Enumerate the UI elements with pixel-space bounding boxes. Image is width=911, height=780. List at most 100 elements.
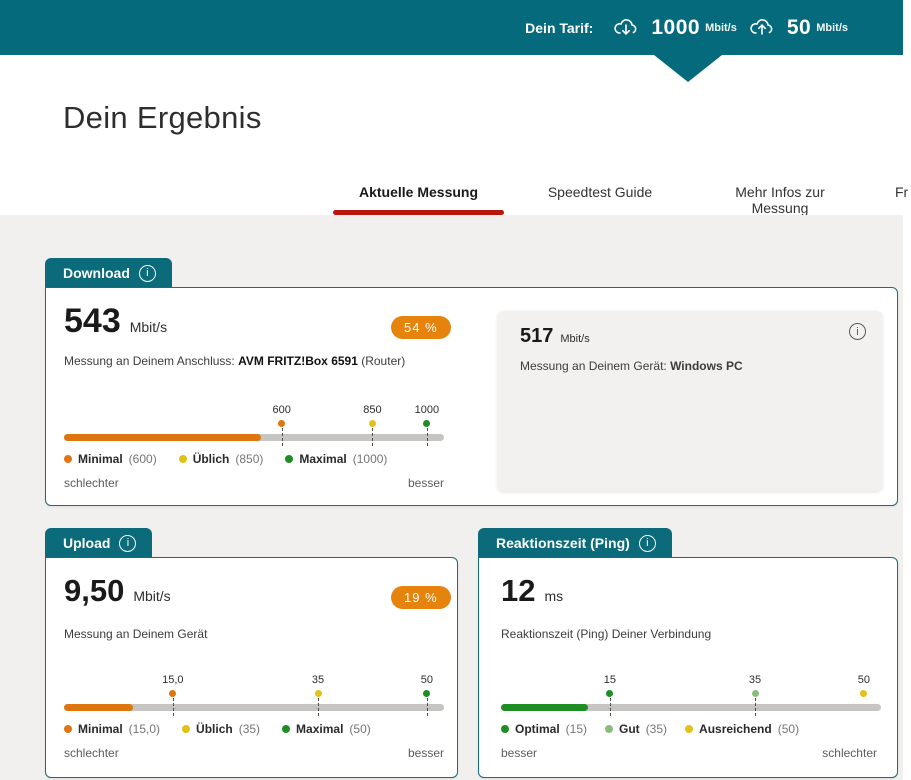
legend-name: Maximal: [296, 722, 344, 736]
better-label: besser: [407, 476, 444, 490]
legend-name: Minimal: [78, 722, 123, 736]
tab-aktuelle-messung[interactable]: Aktuelle Messung: [333, 178, 504, 215]
info-icon[interactable]: i: [638, 534, 656, 552]
info-icon[interactable]: i: [119, 534, 137, 552]
scale-marker-dot: [606, 690, 614, 697]
tab-label: Speedtest Guide: [547, 184, 653, 200]
tab-fragen-truncated[interactable]: Fr: [895, 178, 911, 215]
legend-item: Optimal (15): [501, 722, 587, 736]
upload-measurement: 9,50 Mbit/s: [64, 572, 171, 610]
download-description: Messung an Deinem Anschluss: AVM FRITZ!B…: [64, 354, 406, 368]
worse-label: schlechter: [822, 746, 877, 760]
legend-item: Gut (35): [605, 722, 667, 736]
upload-percent-badge: 19 %: [391, 586, 451, 609]
scale-marker: 1000: [405, 404, 449, 446]
results-section: Download i 543 Mbit/s 54 % Messung an De…: [0, 215, 903, 780]
scale-marker: 50: [842, 674, 886, 697]
tab-mehr-infos[interactable]: Mehr Infos zur Messung: [705, 178, 855, 216]
scale-marker-dot: [278, 420, 286, 427]
download-legend: Minimal (600) Üblich (850) Maximal (1000): [64, 452, 387, 466]
legend-dot: [282, 725, 291, 733]
active-tab-underline: [333, 210, 504, 215]
legend-value: (15,0): [128, 722, 161, 736]
scale-marker-dot: [314, 690, 322, 697]
legend-dot: [605, 725, 614, 733]
upload-card-header[interactable]: Upload i: [45, 528, 153, 558]
scale-marker-label: 35: [311, 674, 325, 686]
legend-item: Üblich (850): [178, 452, 264, 466]
tariff-download-value: 1000: [651, 15, 701, 39]
scale-marker-label: 1000: [414, 404, 440, 416]
scale-fill: [64, 434, 262, 441]
scale-marker-tick: [372, 428, 374, 446]
legend-name: Üblich: [196, 722, 233, 736]
legend-value: (50): [349, 722, 371, 736]
legend-value: (35): [238, 722, 261, 736]
scale-marker-label: 50: [857, 674, 871, 686]
scale-marker-label: 35: [748, 674, 762, 686]
tab-bar: Aktuelle Messung Speedtest Guide Mehr In…: [0, 178, 911, 216]
legend-dot: [64, 725, 72, 733]
tariff-label: Dein Tarif:: [525, 19, 594, 36]
scale-marker-tick: [172, 698, 174, 716]
ping-card: 12 ms Reaktionszeit (Ping) Deiner Verbin…: [478, 557, 898, 778]
ping-card-title: Reaktionszeit (Ping): [496, 535, 630, 551]
legend-name: Üblich: [192, 452, 230, 466]
legend-value: (850): [235, 452, 264, 466]
device-value: 517: [520, 325, 554, 347]
scale-marker-dot: [169, 690, 177, 697]
device-measurement: 517 Mbit/s: [520, 325, 590, 348]
download-card-header[interactable]: Download i: [45, 258, 172, 288]
legend-item: Minimal (15,0): [64, 722, 160, 736]
upload-unit: Mbit/s: [133, 588, 171, 604]
info-icon[interactable]: i: [849, 323, 866, 340]
tab-speedtest-guide[interactable]: Speedtest Guide: [539, 178, 661, 215]
scale-marker-tick: [609, 698, 611, 716]
cloud-upload-icon: [750, 18, 773, 35]
tariff-upload-unit: Mbit/s: [816, 21, 848, 34]
download-unit: Mbit/s: [129, 319, 168, 335]
scale-marker-tick: [281, 428, 283, 446]
scale-track: [64, 704, 444, 711]
tariff-info: Dein Tarif: 1000 Mbit/s 50 Mbit/s: [525, 0, 848, 55]
tab-label: Aktuelle Messung: [358, 184, 479, 200]
legend-dot: [285, 455, 294, 463]
scale-marker-label: 15,0: [162, 674, 184, 686]
scale-marker-dot: [423, 690, 431, 697]
ping-description: Reaktionszeit (Ping) Deiner Verbindung: [501, 627, 712, 641]
tab-label: Fr: [895, 184, 909, 200]
tariff-pointer-arrow: [654, 55, 722, 82]
scale-marker-label: 850: [363, 404, 382, 416]
scale-marker-tick: [755, 698, 757, 716]
legend-dot: [178, 455, 187, 463]
scale-marker-dot: [860, 690, 868, 697]
scale-marker: 50: [405, 674, 449, 716]
scale-marker: 15: [588, 674, 632, 716]
upload-polarity-labels: schlechter besser: [64, 746, 444, 760]
ping-measurement: 12 ms: [501, 572, 563, 610]
legend-item: Maximal (50): [282, 722, 371, 736]
legend-dot: [64, 455, 72, 463]
legend-value: (15): [565, 722, 588, 736]
legend-item: Üblich (35): [182, 722, 260, 736]
ping-polarity-labels: besser schlechter: [501, 746, 877, 760]
ping-card-header[interactable]: Reaktionszeit (Ping) i: [478, 528, 672, 558]
scale-fill: [64, 704, 133, 711]
better-label: besser: [407, 746, 444, 760]
info-icon[interactable]: i: [138, 264, 156, 282]
better-label: besser: [501, 746, 538, 760]
legend-value: (50): [777, 722, 800, 736]
scale-marker-tick: [426, 428, 428, 446]
scale-marker: 600: [260, 404, 304, 446]
tariff-download-unit: Mbit/s: [705, 21, 737, 34]
scale-marker-dot: [751, 690, 759, 697]
scale-marker: 15,0: [151, 674, 195, 716]
scale-marker: 850: [350, 404, 394, 446]
legend-name: Gut: [619, 722, 640, 736]
scale-marker: 35: [296, 674, 340, 716]
tariff-bar: Dein Tarif: 1000 Mbit/s 50 Mbit/s: [0, 0, 903, 55]
scale-marker-tick: [318, 698, 320, 716]
legend-name: Ausreichend: [699, 722, 772, 736]
tariff-upload-value: 50: [786, 15, 812, 39]
upload-value: 9,50: [64, 573, 125, 608]
